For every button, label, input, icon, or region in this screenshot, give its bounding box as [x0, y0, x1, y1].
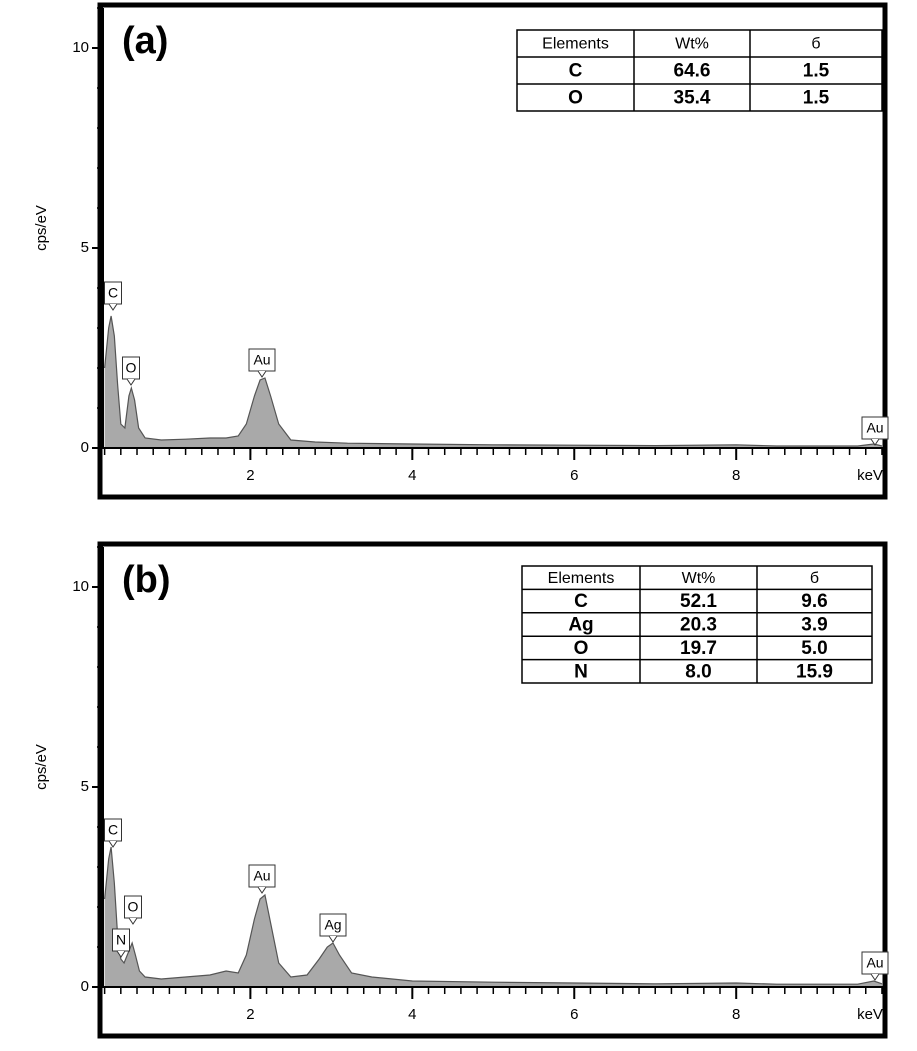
- table-cell: 5.0: [801, 638, 827, 659]
- peak-pointer: [116, 950, 126, 958]
- peak-pointer: [870, 438, 880, 446]
- table-header: Wt%: [675, 36, 709, 53]
- table-cell: 8.0: [685, 661, 711, 682]
- peak-pointer: [108, 840, 118, 848]
- table-cell: 15.9: [796, 661, 833, 682]
- table-header: Elements: [542, 36, 609, 53]
- spectrum-line: [104, 846, 883, 985]
- x-tick-label: 8: [732, 467, 740, 484]
- spectrum-area: [104, 847, 882, 987]
- table-cell: 35.4: [674, 88, 711, 109]
- table-cell: 19.7: [680, 638, 717, 659]
- peak-label: Au: [866, 955, 883, 971]
- x-tick-label: 8: [732, 1006, 740, 1023]
- table-cell: 1.5: [803, 88, 830, 109]
- x-tick-label: 4: [408, 1006, 416, 1023]
- table-cell: O: [568, 88, 583, 109]
- table-cell: 3.9: [801, 615, 827, 636]
- x-axis-label: keV: [857, 1006, 883, 1023]
- x-axis-label: keV: [857, 467, 883, 484]
- y-tick-label: 5: [81, 778, 89, 795]
- table-cell: N: [574, 661, 588, 682]
- table-cell: C: [569, 61, 583, 82]
- panel-title: (a): [122, 20, 168, 62]
- x-tick-label: 2: [246, 1006, 254, 1023]
- table-cell: 64.6: [674, 61, 711, 82]
- y-tick-label: 10: [72, 39, 89, 56]
- x-tick-label: 4: [408, 467, 416, 484]
- table-cell: 1.5: [803, 61, 830, 82]
- table-cell: O: [574, 638, 589, 659]
- peak-label: C: [108, 822, 118, 838]
- panel-frame: [97, 2, 888, 500]
- peak-label: N: [116, 932, 126, 948]
- table-header: Elements: [548, 570, 615, 587]
- table-header: Wt%: [682, 570, 716, 587]
- x-tick-label: 2: [246, 467, 254, 484]
- peak-pointer: [128, 917, 138, 925]
- y-axis-label: cps/eV: [33, 205, 50, 251]
- peak-label: Au: [253, 868, 270, 884]
- table-cell: 9.6: [801, 591, 827, 612]
- peak-pointer: [108, 303, 118, 311]
- y-tick-label: 10: [72, 578, 89, 595]
- peak-pointer: [257, 886, 267, 894]
- y-tick-label: 0: [81, 978, 89, 995]
- table-cell: 52.1: [680, 591, 717, 612]
- x-tick-label: 6: [570, 467, 578, 484]
- spectrum-line: [104, 315, 883, 447]
- peak-label: O: [126, 360, 137, 376]
- table-header: б: [810, 570, 819, 587]
- table-frame: [516, 29, 883, 112]
- peak-label: Au: [253, 352, 270, 368]
- peak-pointer: [870, 973, 880, 981]
- table-cell: Ag: [568, 615, 593, 636]
- peak-label: Au: [866, 420, 883, 436]
- y-axis-label: cps/eV: [33, 744, 50, 790]
- y-tick-label: 0: [81, 439, 89, 456]
- peak-pointer: [328, 935, 338, 943]
- peak-label: O: [128, 899, 139, 915]
- x-tick-label: 6: [570, 1006, 578, 1023]
- panel-title: (b): [122, 559, 171, 601]
- table-cell: 20.3: [680, 615, 717, 636]
- panel-frame: [97, 541, 888, 1039]
- table-frame: [521, 565, 873, 684]
- peak-pointer: [126, 378, 136, 386]
- table-cell: C: [574, 591, 588, 612]
- peak-label: Ag: [324, 917, 341, 933]
- spectrum-area: [104, 316, 882, 448]
- y-tick-label: 5: [81, 239, 89, 256]
- peak-label: C: [108, 285, 118, 301]
- peak-pointer: [257, 370, 267, 378]
- table-header: б: [811, 36, 820, 53]
